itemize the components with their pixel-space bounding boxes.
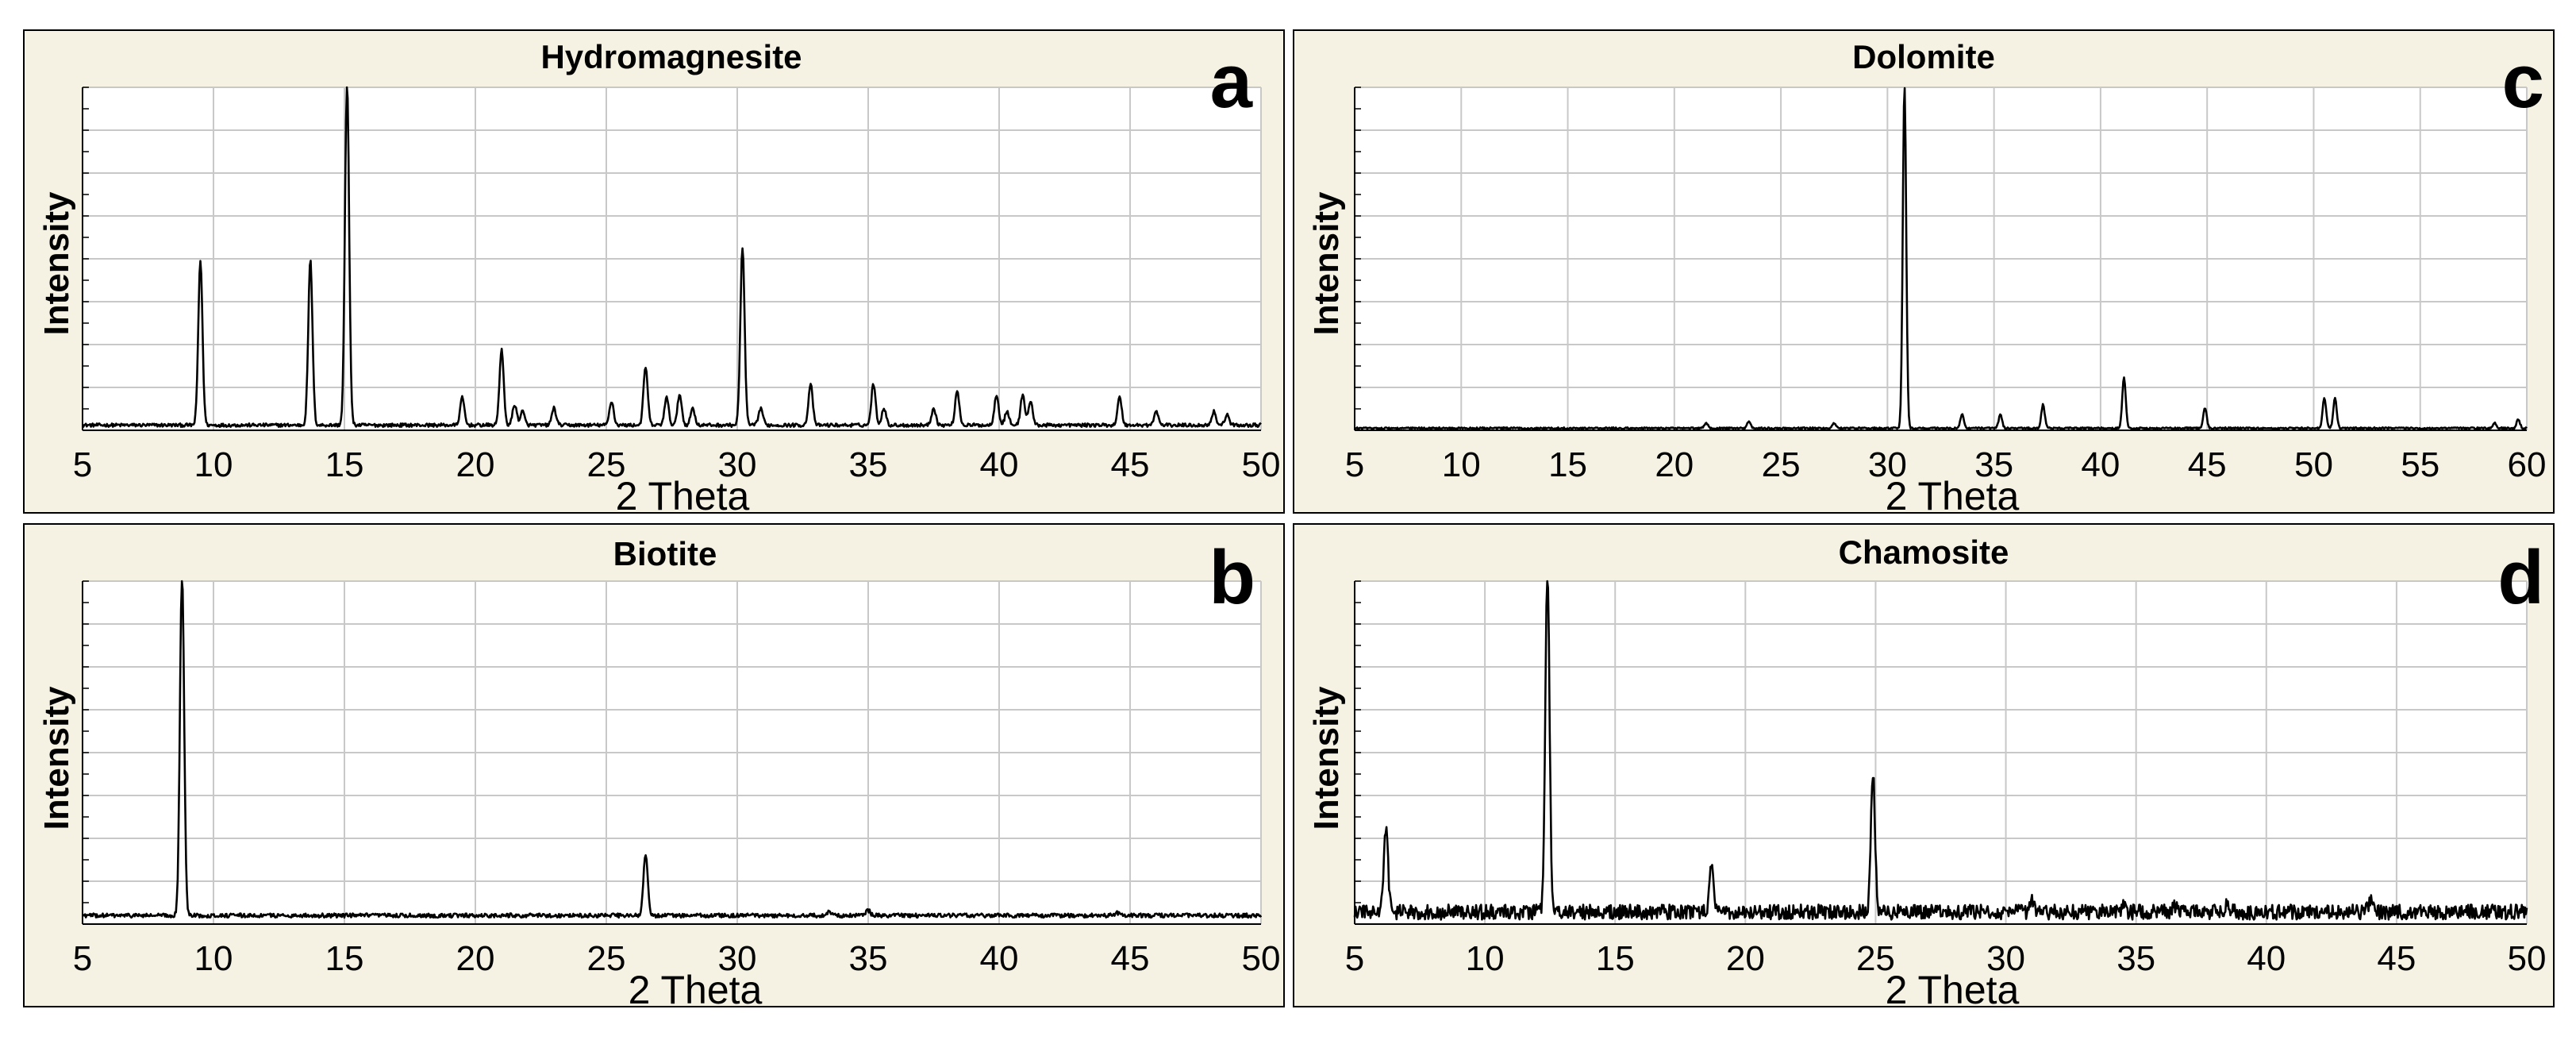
x-tick-label: 25 <box>1856 939 1895 978</box>
x-tick-label: 30 <box>718 445 757 484</box>
x-tick-label: 40 <box>980 445 1019 484</box>
x-tick-label: 15 <box>1596 939 1635 978</box>
x-tick-label: 40 <box>2247 939 2286 978</box>
x-tick-label: 40 <box>2081 445 2120 484</box>
panel-chamosite: 5 10 15 20 25 30 35 40 45 50 Chamosite d Intensit… <box>1293 523 2555 1012</box>
x-tick-label: 45 <box>2377 939 2416 978</box>
x-tick-label: 50 <box>1242 939 1281 978</box>
x-tick-label: 45 <box>1111 939 1150 978</box>
chart-title: Dolomite <box>1852 38 1995 75</box>
x-tick-label: 10 <box>1466 939 1505 978</box>
x-tick-label: 20 <box>1726 939 1765 978</box>
chart-title: Biotite <box>613 535 717 572</box>
diffraction-trace <box>82 580 1263 919</box>
panel-dolomite: 5 10 15 20 25 30 35 40 45 50 55 60 Dolomite c Inten… <box>1293 29 2555 518</box>
x-tick-label: 35 <box>1974 445 2013 484</box>
x-tick-label: 45 <box>2188 445 2227 484</box>
x-tick-labels: 5 10 15 20 25 30 35 40 45 50 <box>73 939 1281 978</box>
x-tick-label: 10 <box>194 445 233 484</box>
panel-hydromagnesite: 5 10 15 20 25 30 35 40 45 50 Hydromagnesite a Int… <box>23 29 1285 518</box>
x-tick-label: 50 <box>1242 445 1281 484</box>
diffraction-trace <box>82 86 1262 428</box>
panel-biotite: 5 10 15 20 25 30 35 40 45 50 Biotite b Intensity … <box>23 523 1285 1012</box>
x-axis-label: 2 Theta <box>629 968 763 1012</box>
y-axis-ticks <box>83 580 89 925</box>
x-tick-label: 10 <box>1442 445 1481 484</box>
grid-lines <box>1355 87 2528 430</box>
x-axis-label: 2 Theta <box>616 474 750 518</box>
diffraction-trace <box>1354 87 2528 430</box>
x-tick-labels: 5 10 15 20 25 30 35 40 45 50 <box>73 445 1281 484</box>
y-axis-label: Intensity <box>1307 686 1346 830</box>
x-tick-label: 35 <box>849 939 888 978</box>
y-axis-label: Intensity <box>1307 191 1346 335</box>
y-axis-label: Intensity <box>37 686 76 830</box>
x-axis-label: 2 Theta <box>1886 968 2020 1012</box>
x-tick-label: 30 <box>1986 939 2025 978</box>
x-tick-label: 15 <box>1548 445 1587 484</box>
x-tick-label: 35 <box>2117 939 2155 978</box>
panel-letter: c <box>2502 39 2544 124</box>
x-tick-label: 15 <box>325 445 364 484</box>
x-tick-label: 25 <box>1762 445 1801 484</box>
chart-title: Hydromagnesite <box>540 38 802 75</box>
panel-letter: b <box>1209 535 1255 620</box>
x-tick-label: 50 <box>2294 445 2333 484</box>
x-tick-label: 60 <box>2508 445 2547 484</box>
x-tick-label: 5 <box>1345 939 1364 978</box>
x-tick-label: 35 <box>849 445 888 484</box>
x-tick-label: 15 <box>325 939 364 978</box>
x-tick-label: 20 <box>456 445 495 484</box>
x-axis-label: 2 Theta <box>1886 474 2020 518</box>
x-tick-labels: 5 10 15 20 25 30 35 40 45 50 <box>1345 939 2547 978</box>
x-tick-label: 5 <box>1345 445 1364 484</box>
panel-letter: d <box>2497 535 2544 620</box>
grid-lines <box>83 580 1262 924</box>
y-axis-label: Intensity <box>37 191 76 335</box>
x-tick-labels: 5 10 15 20 25 30 35 40 45 50 55 60 <box>1345 445 2547 484</box>
x-tick-label: 25 <box>587 445 626 484</box>
x-tick-label: 5 <box>73 445 92 484</box>
x-tick-label: 30 <box>1868 445 1907 484</box>
x-tick-label: 30 <box>718 939 757 978</box>
x-tick-label: 20 <box>456 939 495 978</box>
diffraction-trace <box>1353 580 2528 921</box>
x-tick-label: 10 <box>194 939 233 978</box>
panel-letter: a <box>1210 39 1253 124</box>
x-tick-label: 20 <box>1655 445 1694 484</box>
x-tick-label: 25 <box>587 939 626 978</box>
x-tick-label: 45 <box>1111 445 1150 484</box>
chart-title: Chamosite <box>1839 533 2009 571</box>
grid-lines <box>83 87 1262 430</box>
x-tick-label: 40 <box>980 939 1019 978</box>
x-tick-label: 55 <box>2401 445 2440 484</box>
x-tick-label: 5 <box>73 939 92 978</box>
x-tick-label: 50 <box>2508 939 2547 978</box>
